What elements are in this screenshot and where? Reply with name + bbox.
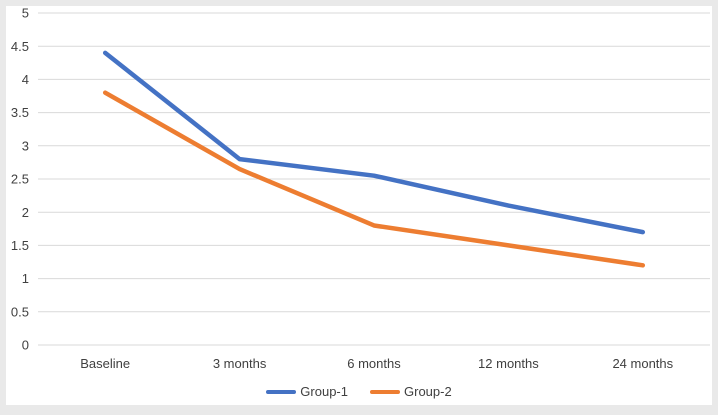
legend-label-group-2: Group-2 — [404, 384, 452, 399]
y-tick-label: 3.5 — [11, 105, 29, 120]
series-line-group-2 — [102, 90, 646, 268]
y-tick-label: 1 — [22, 271, 29, 286]
legend-swatch-group-1 — [266, 389, 297, 394]
series-line-group-1 — [102, 50, 646, 235]
x-axis-label: 12 months — [478, 356, 539, 371]
x-axis-label: 6 months — [347, 356, 401, 371]
y-tick-label: 5 — [22, 6, 29, 21]
y-tick-label: 0.5 — [11, 304, 29, 319]
y-tick-label: 4 — [22, 72, 29, 87]
x-axis-label: Baseline — [80, 356, 130, 371]
chart-legend: Group-1 Group-2 — [0, 384, 718, 399]
y-tick-label: 0 — [22, 338, 29, 353]
x-axis-label: 24 months — [612, 356, 673, 371]
y-tick-label: 2 — [22, 205, 29, 220]
y-tick-label: 3 — [22, 138, 29, 153]
x-axis-label: 3 months — [213, 356, 267, 371]
y-tick-label: 4.5 — [11, 39, 29, 54]
legend-label-group-1: Group-1 — [300, 384, 348, 399]
y-tick-label: 1.5 — [11, 238, 29, 253]
legend-swatch-group-2 — [370, 389, 400, 394]
legend-item-group-2: Group-2 — [370, 384, 452, 399]
legend-item-group-1: Group-1 — [266, 384, 348, 399]
y-tick-label: 2.5 — [11, 172, 29, 187]
chart-panel — [6, 6, 712, 405]
